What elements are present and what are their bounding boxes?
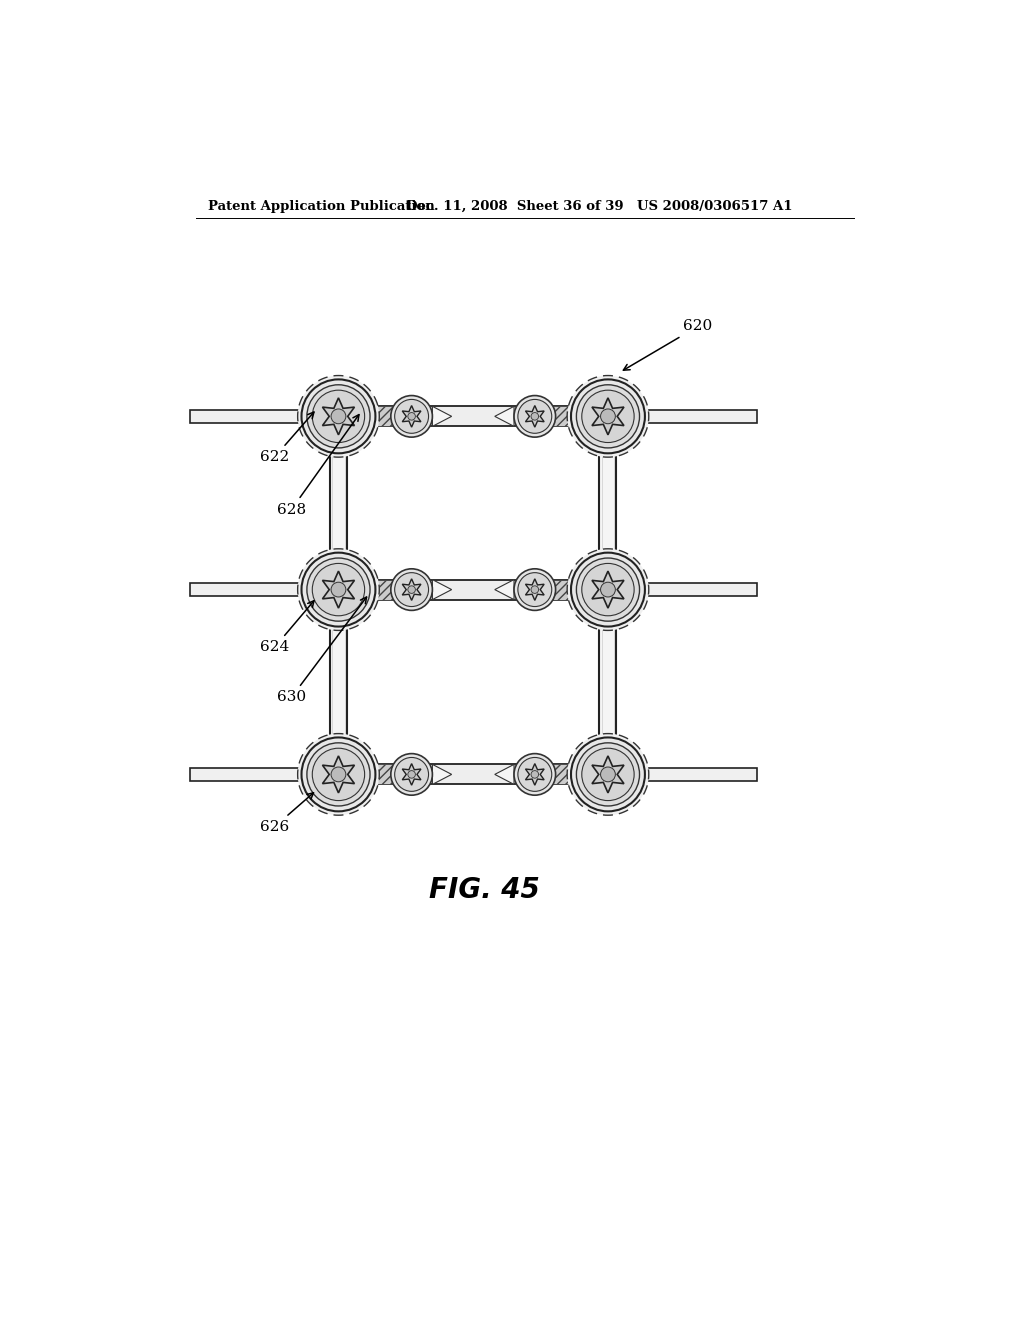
- Bar: [553, 407, 574, 426]
- Circle shape: [582, 564, 634, 615]
- Circle shape: [301, 738, 376, 812]
- Circle shape: [571, 738, 645, 812]
- Polygon shape: [525, 579, 544, 601]
- Circle shape: [571, 379, 645, 453]
- Circle shape: [408, 586, 416, 594]
- Circle shape: [391, 569, 432, 610]
- Circle shape: [307, 743, 370, 807]
- Circle shape: [391, 396, 432, 437]
- Polygon shape: [402, 763, 421, 785]
- Text: FIG. 45: FIG. 45: [429, 876, 540, 904]
- Circle shape: [307, 385, 370, 447]
- Polygon shape: [323, 397, 354, 434]
- Polygon shape: [402, 579, 421, 601]
- Polygon shape: [592, 756, 624, 793]
- Circle shape: [312, 391, 365, 442]
- Circle shape: [301, 379, 376, 453]
- Circle shape: [331, 767, 346, 781]
- Circle shape: [394, 758, 429, 792]
- Polygon shape: [592, 572, 624, 609]
- Text: Patent Application Publication: Patent Application Publication: [208, 199, 434, 213]
- Bar: [330, 416, 347, 590]
- Bar: [372, 579, 393, 599]
- Text: 630: 630: [276, 597, 367, 705]
- Bar: [372, 407, 393, 426]
- Polygon shape: [525, 763, 544, 785]
- Circle shape: [394, 573, 429, 607]
- Circle shape: [600, 767, 615, 781]
- Bar: [599, 590, 616, 775]
- Bar: [189, 583, 305, 597]
- Circle shape: [298, 549, 379, 631]
- Bar: [599, 416, 616, 590]
- Circle shape: [514, 754, 556, 795]
- Polygon shape: [432, 764, 452, 784]
- Polygon shape: [495, 407, 514, 426]
- Circle shape: [567, 549, 649, 631]
- Bar: [372, 579, 574, 599]
- Circle shape: [518, 573, 552, 607]
- Text: 624: 624: [260, 601, 314, 655]
- Circle shape: [514, 396, 556, 437]
- Text: Dec. 11, 2008  Sheet 36 of 39: Dec. 11, 2008 Sheet 36 of 39: [407, 199, 624, 213]
- Polygon shape: [495, 579, 514, 599]
- Bar: [372, 764, 393, 784]
- Text: US 2008/0306517 A1: US 2008/0306517 A1: [637, 199, 793, 213]
- Polygon shape: [323, 572, 354, 609]
- Polygon shape: [432, 579, 452, 599]
- Circle shape: [577, 743, 640, 807]
- Circle shape: [582, 391, 634, 442]
- Bar: [330, 590, 347, 775]
- Circle shape: [567, 376, 649, 457]
- Circle shape: [307, 558, 370, 622]
- Circle shape: [582, 748, 634, 800]
- Circle shape: [298, 376, 379, 457]
- Text: 622: 622: [260, 412, 314, 465]
- Circle shape: [394, 400, 429, 433]
- Circle shape: [518, 400, 552, 433]
- Circle shape: [408, 771, 416, 779]
- Circle shape: [531, 586, 539, 594]
- Circle shape: [600, 409, 615, 424]
- Circle shape: [298, 734, 379, 816]
- Circle shape: [391, 754, 432, 795]
- Circle shape: [571, 553, 645, 627]
- Circle shape: [577, 558, 640, 622]
- Polygon shape: [525, 405, 544, 428]
- Circle shape: [331, 582, 346, 597]
- Circle shape: [301, 553, 376, 627]
- Circle shape: [331, 409, 346, 424]
- Circle shape: [312, 748, 365, 800]
- Text: 620: 620: [624, 319, 713, 370]
- Polygon shape: [323, 756, 354, 793]
- Text: 628: 628: [276, 414, 359, 516]
- Bar: [372, 764, 574, 784]
- Polygon shape: [402, 405, 421, 428]
- Circle shape: [312, 564, 365, 615]
- Circle shape: [518, 758, 552, 792]
- Bar: [189, 409, 305, 422]
- Circle shape: [577, 385, 640, 447]
- Bar: [641, 768, 757, 781]
- Bar: [641, 583, 757, 597]
- Circle shape: [408, 413, 416, 420]
- Bar: [553, 579, 574, 599]
- Circle shape: [531, 771, 539, 779]
- Circle shape: [600, 582, 615, 597]
- Bar: [641, 409, 757, 422]
- Polygon shape: [495, 764, 514, 784]
- Circle shape: [514, 569, 556, 610]
- Bar: [189, 768, 305, 781]
- Polygon shape: [432, 407, 452, 426]
- Polygon shape: [592, 397, 624, 434]
- Text: 626: 626: [260, 793, 313, 834]
- Bar: [553, 764, 574, 784]
- Circle shape: [531, 413, 539, 420]
- Circle shape: [567, 734, 649, 816]
- Bar: [372, 407, 574, 426]
